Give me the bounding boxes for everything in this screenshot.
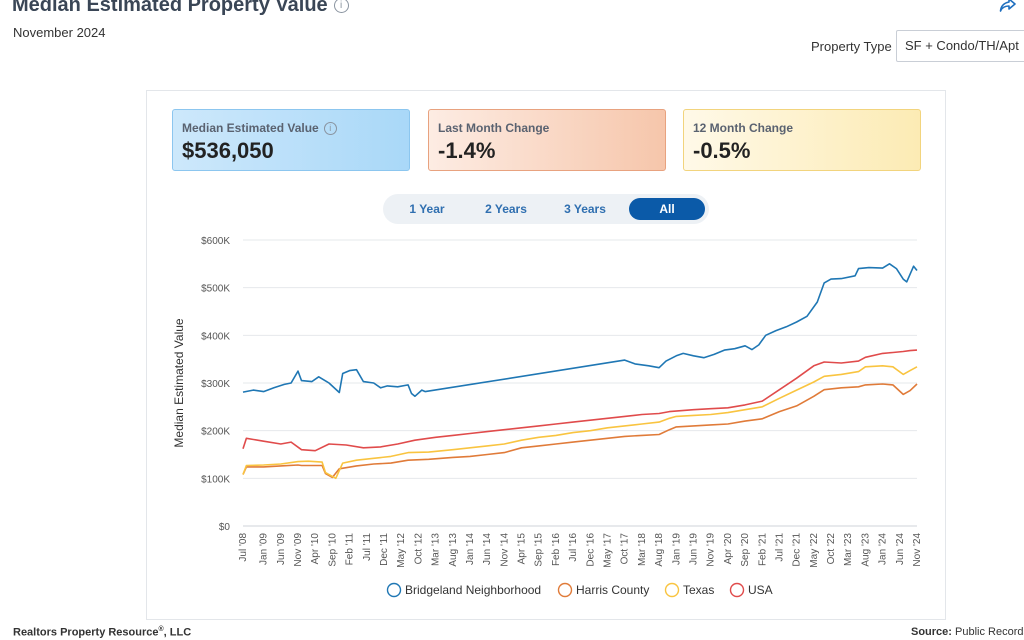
legend-marker (729, 582, 745, 598)
x-tick-label: Mar '18 (637, 533, 648, 566)
x-tick-label: Apr '20 (723, 533, 734, 565)
range-3-years-button[interactable]: 3 Years (564, 202, 606, 216)
property-type-label: Property Type (811, 39, 892, 54)
series-line (242, 263, 918, 398)
legend-label: USA (748, 583, 773, 597)
x-tick-label: Jun '24 (895, 533, 906, 565)
y-tick-label: $200K (201, 427, 230, 438)
x-tick-label: May '17 (603, 533, 614, 568)
page-title-text: Median Estimated Property Value (12, 0, 328, 16)
x-tick-label: Oct '17 (620, 533, 631, 565)
x-tick-label: Oct '12 (413, 533, 424, 565)
x-tick-label: Jun '19 (688, 533, 699, 565)
x-tick-label: Nov '24 (912, 533, 923, 567)
x-tick-label: Mar '13 (431, 533, 442, 566)
range-1-year-button[interactable]: 1 Year (409, 202, 445, 216)
series-line (242, 383, 918, 479)
x-tick-label: Apr '10 (310, 533, 321, 565)
x-tick-label: Jul '08 (238, 533, 249, 562)
footer-brand-name: Realtors Property Resource (13, 626, 159, 639)
card-value: -1.4% (438, 138, 496, 163)
share-icon[interactable] (998, 0, 1018, 14)
x-tick-label: Oct '22 (826, 533, 837, 565)
x-tick-label: Sep '15 (534, 533, 545, 567)
card-label: 12 Month Change (693, 121, 794, 135)
info-icon[interactable]: i (323, 121, 337, 135)
x-tick-label: Feb '16 (551, 533, 562, 566)
card-label: Median Estimated Value (182, 121, 319, 135)
chart-panel: Median Estimated Value i $536,050 Last M… (146, 90, 946, 620)
y-tick-label: $400K (201, 331, 230, 342)
footer-source: Source: Public Records & (911, 626, 1024, 638)
x-tick-label: Aug '23 (860, 533, 871, 567)
x-tick-label: Jun '09 (276, 533, 287, 565)
x-tick-label: Dec '21 (792, 533, 803, 567)
y-tick-label: $0 (219, 522, 231, 533)
x-tick-label: May '22 (809, 533, 820, 568)
x-tick-label: Jan '09 (259, 533, 270, 565)
y-axis-title: Median Estimated Value (172, 318, 186, 448)
x-tick-label: Apr '15 (517, 533, 528, 565)
x-tick-label: Jul '16 (568, 533, 579, 562)
last-month-change-card: Last Month Change -1.4% (428, 109, 666, 171)
card-value: -0.5% (693, 138, 751, 163)
card-label: Last Month Change (438, 121, 550, 135)
series-line (242, 365, 918, 480)
legend-label: Texas (683, 583, 714, 597)
property-type-select[interactable]: SF + Condo/TH/Apt (896, 30, 1024, 62)
x-tick-label: Nov '09 (293, 533, 304, 567)
x-tick-label: Aug '13 (448, 533, 459, 567)
legend-marker (664, 582, 680, 598)
x-tick-label: Jan '14 (465, 533, 476, 565)
x-tick-label: Sep '10 (327, 533, 338, 567)
footer-source-value: Public Records & (955, 626, 1024, 638)
footer-source-label: Source: (911, 626, 952, 638)
x-tick-label: Sep '20 (740, 533, 751, 567)
median-value-card: Median Estimated Value i $536,050 (172, 109, 410, 171)
series-line (242, 349, 918, 452)
x-tick-label: Dec '16 (585, 533, 596, 567)
x-tick-label: Jan '19 (671, 533, 682, 565)
y-tick-label: $100K (201, 474, 230, 485)
x-tick-label: May '12 (396, 533, 407, 568)
range-2-years-button[interactable]: 2 Years (485, 202, 527, 216)
x-tick-label: Feb '21 (757, 533, 768, 566)
report-date: November 2024 (13, 25, 106, 40)
x-tick-label: Nov '14 (499, 533, 510, 567)
x-tick-label: Feb '11 (345, 533, 356, 566)
line-chart: $0 $100K $200K $300K $400K $500K $600K Jul '08 J… (172, 236, 923, 598)
x-tick-label: Jul '11 (362, 533, 373, 561)
time-range-selector: 1 Year 2 Years 3 Years All (383, 194, 709, 224)
x-tick-label: Mar '23 (843, 533, 854, 566)
x-tick-label: Jan '24 (878, 533, 889, 565)
legend-label: Bridgeland Neighborhood (405, 583, 541, 597)
y-tick-label: $300K (201, 379, 230, 390)
page-title: Median Estimated Property Value i (12, 0, 349, 17)
footer-brand-suffix: , LLC (163, 626, 192, 639)
footer-brand: Realtors Property Resource®, LLC (13, 626, 192, 639)
range-all-button[interactable]: All (629, 198, 705, 220)
legend-marker (557, 582, 573, 598)
twelve-month-change-card: 12 Month Change -0.5% (683, 109, 921, 171)
y-tick-label: $500K (201, 284, 230, 295)
x-tick-label: Jun '14 (482, 533, 493, 565)
legend-label: Harris County (576, 583, 649, 597)
legend-marker (386, 582, 402, 598)
x-tick-label: Dec '11 (379, 533, 390, 566)
y-tick-label: $600K (201, 236, 230, 247)
x-tick-label: Nov '19 (706, 533, 717, 567)
info-icon[interactable]: i (333, 0, 349, 13)
x-tick-label: Aug '18 (654, 533, 665, 567)
card-value: $536,050 (182, 138, 274, 163)
x-tick-label: Jul '21 (774, 533, 785, 562)
